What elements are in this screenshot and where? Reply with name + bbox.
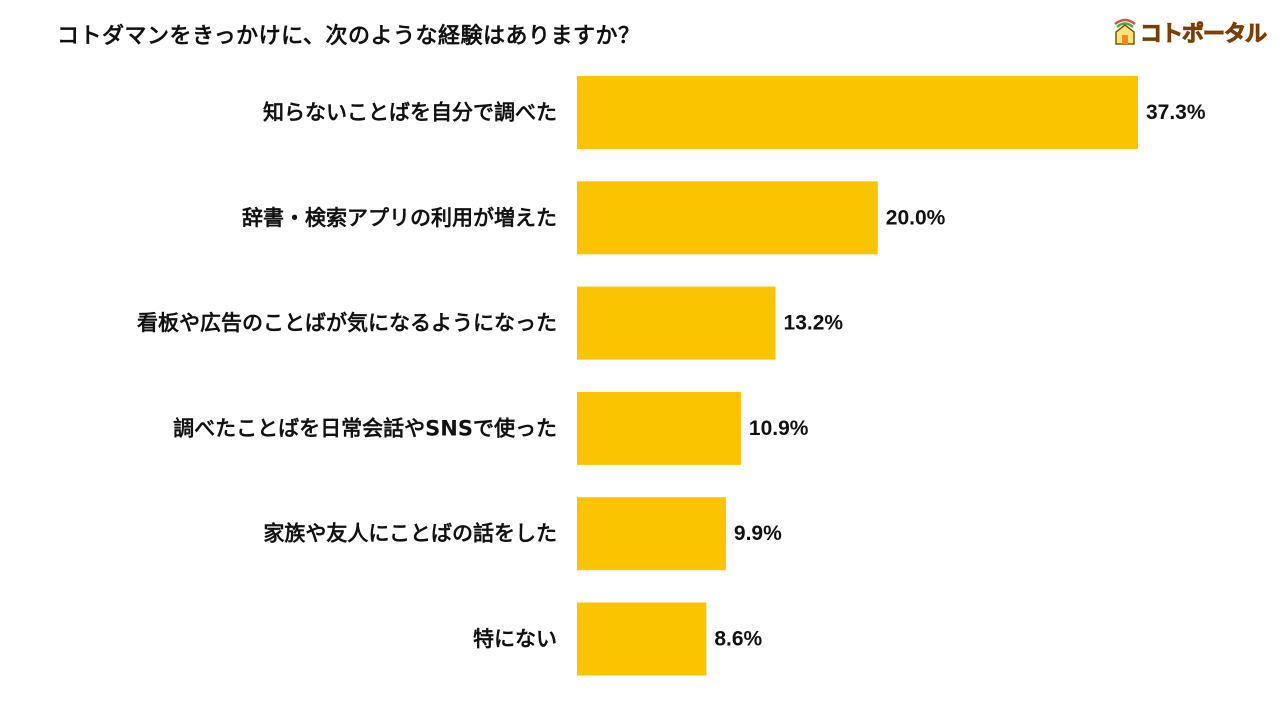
brand-logo: コトポータル bbox=[1112, 16, 1268, 48]
category-label-4: 調べたことばを日常会話やSNSで使った bbox=[173, 416, 557, 440]
value-label-5: 9.9% bbox=[734, 522, 782, 545]
value-label-3: 13.2% bbox=[784, 312, 844, 335]
category-label-2: 辞書・検索アプリの利用が増えた bbox=[242, 206, 557, 230]
category-label-5: 家族や友人にことばの話をした bbox=[263, 522, 557, 546]
bar-6 bbox=[577, 602, 707, 676]
chart-title: コトダマンをきっかけに、次のような経験はありますか？ bbox=[57, 24, 641, 49]
category-label-3: 看板や広告のことばが気になるようになった bbox=[137, 311, 557, 335]
bar-1 bbox=[577, 76, 1138, 149]
bar-2 bbox=[577, 181, 878, 255]
bar-4 bbox=[577, 391, 741, 465]
value-label-6: 8.6% bbox=[714, 628, 762, 651]
logo-text: コトポータル bbox=[1139, 22, 1267, 48]
category-label-6: 特にない bbox=[473, 627, 557, 651]
house-icon bbox=[1114, 18, 1136, 45]
category-label-1: 知らないことばを自分で調べた bbox=[263, 101, 557, 125]
value-label-4: 10.9% bbox=[749, 417, 809, 440]
value-label-2: 20.0% bbox=[886, 206, 946, 229]
bar-3 bbox=[577, 286, 776, 360]
bar-5 bbox=[577, 497, 726, 571]
value-label-1: 37.3% bbox=[1146, 101, 1206, 124]
